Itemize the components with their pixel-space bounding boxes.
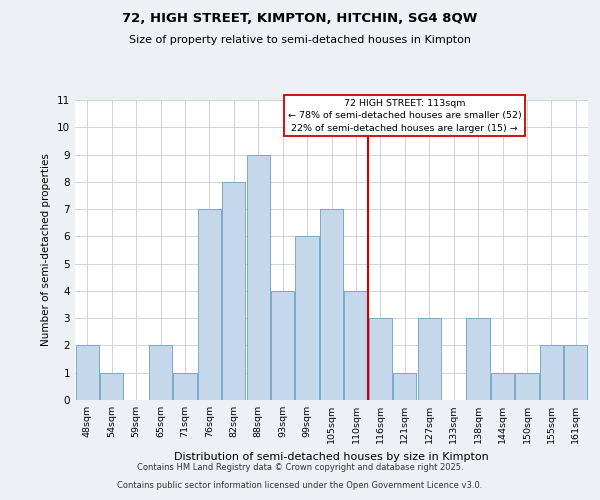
Bar (540, 346, 563, 400)
Bar (564, 346, 587, 400)
Bar (369, 318, 392, 400)
Bar (320, 209, 343, 400)
Bar (173, 372, 197, 400)
Bar (466, 318, 490, 400)
Bar (491, 372, 514, 400)
Bar (149, 346, 172, 400)
Text: 72, HIGH STREET, KIMPTON, HITCHIN, SG4 8QW: 72, HIGH STREET, KIMPTON, HITCHIN, SG4 8… (122, 12, 478, 26)
Text: 72 HIGH STREET: 113sqm
← 78% of semi-detached houses are smaller (52)
22% of sem: 72 HIGH STREET: 113sqm ← 78% of semi-det… (288, 98, 521, 132)
X-axis label: Distribution of semi-detached houses by size in Kimpton: Distribution of semi-detached houses by … (174, 452, 489, 462)
Bar (418, 318, 441, 400)
Y-axis label: Number of semi-detached properties: Number of semi-detached properties (41, 154, 52, 346)
Text: Size of property relative to semi-detached houses in Kimpton: Size of property relative to semi-detach… (129, 35, 471, 45)
Bar (271, 291, 294, 400)
Bar (295, 236, 319, 400)
Bar (100, 372, 123, 400)
Bar (247, 154, 270, 400)
Bar (515, 372, 539, 400)
Bar (344, 291, 368, 400)
Bar (222, 182, 245, 400)
Bar (76, 346, 99, 400)
Text: Contains public sector information licensed under the Open Government Licence v3: Contains public sector information licen… (118, 481, 482, 490)
Bar (393, 372, 416, 400)
Bar (198, 209, 221, 400)
Text: Contains HM Land Registry data © Crown copyright and database right 2025.: Contains HM Land Registry data © Crown c… (137, 464, 463, 472)
